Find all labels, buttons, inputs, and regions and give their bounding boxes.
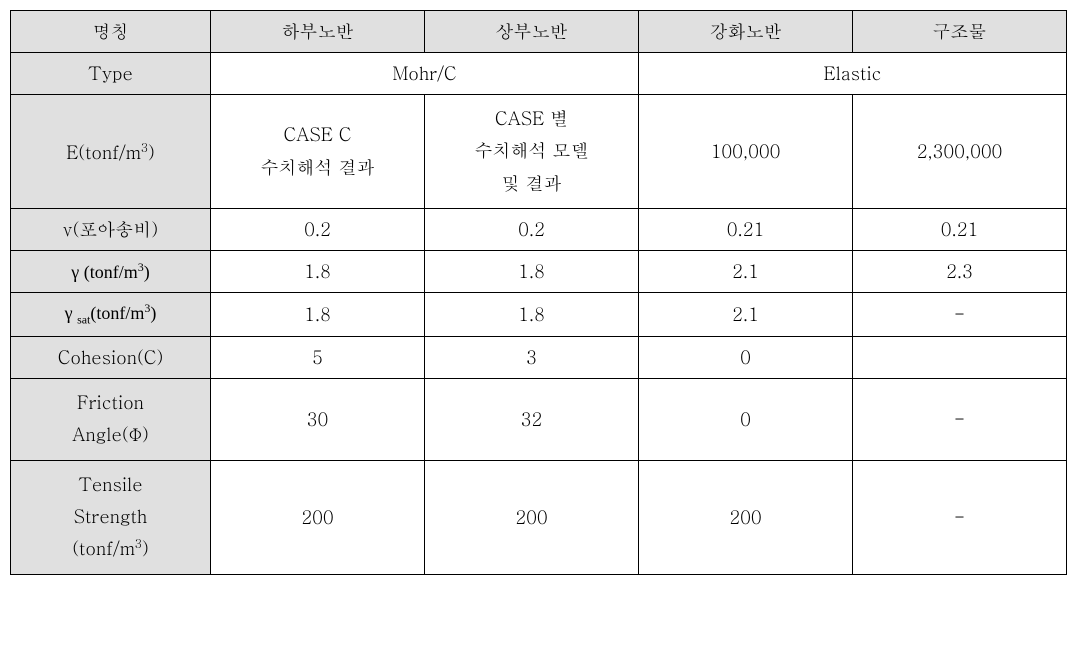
header-reinforced-roadbed: 강화노반 xyxy=(639,11,853,53)
e-label: E(tonf/m3) xyxy=(11,95,211,209)
cohesion-val2: 3 xyxy=(425,336,639,378)
e-val1: CASE C 수치해석 결과 xyxy=(211,95,425,209)
material-properties-table: 명칭 하부노반 상부노반 강화노반 구조물 Type Mohr/C Elasti… xyxy=(10,10,1067,575)
e-val2-line2: 수치해석 모델 xyxy=(475,138,589,163)
gamma-val2: 1.8 xyxy=(425,251,639,293)
nu-label: ν(포아송비) xyxy=(11,209,211,251)
e-val1-line1: CASE C xyxy=(283,122,351,147)
gamma-val3: 2.1 xyxy=(639,251,853,293)
type-elastic: Elastic xyxy=(639,53,1067,95)
gamma-sat-val4: - xyxy=(853,293,1067,337)
cohesion-row: Cohesion(C) 5 3 0 xyxy=(11,336,1067,378)
e-val1-line2: 수치해석 결과 xyxy=(261,155,375,180)
gamma-sat-val1: 1.8 xyxy=(211,293,425,337)
e-val2: CASE 별 수치해석 모델 및 결과 xyxy=(425,95,639,209)
tensile-label-line1: Tensile xyxy=(78,472,142,497)
type-mohrc: Mohr/C xyxy=(211,53,639,95)
nu-row: ν(포아송비) 0.2 0.2 0.21 0.21 xyxy=(11,209,1067,251)
nu-val4: 0.21 xyxy=(853,209,1067,251)
gamma-sat-val2: 1.8 xyxy=(425,293,639,337)
header-lower-roadbed: 하부노반 xyxy=(211,11,425,53)
friction-val3: 0 xyxy=(639,378,853,460)
type-row: Type Mohr/C Elastic xyxy=(11,53,1067,95)
cohesion-val1: 5 xyxy=(211,336,425,378)
tensile-label: Tensile Strength (tonf/m3) xyxy=(11,460,211,574)
gamma-sat-label: γ sat(tonf/m3) xyxy=(11,293,211,337)
friction-label-line2: Angle(Φ) xyxy=(72,422,148,447)
gamma-label: γ (tonf/m3) xyxy=(11,251,211,293)
tensile-val2: 200 xyxy=(425,460,639,574)
nu-val3: 0.21 xyxy=(639,209,853,251)
cohesion-val3: 0 xyxy=(639,336,853,378)
e-val4: 2,300,000 xyxy=(853,95,1067,209)
gamma-row: γ (tonf/m3) 1.8 1.8 2.1 2.3 xyxy=(11,251,1067,293)
friction-label-line1: Friction xyxy=(77,390,144,415)
header-upper-roadbed: 상부노반 xyxy=(425,11,639,53)
header-name: 명칭 xyxy=(11,11,211,53)
tensile-val1: 200 xyxy=(211,460,425,574)
gamma-sat-val3: 2.1 xyxy=(639,293,853,337)
e-row: E(tonf/m3) CASE C 수치해석 결과 CASE 별 수치해석 모델… xyxy=(11,95,1067,209)
nu-val2: 0.2 xyxy=(425,209,639,251)
gamma-sat-row: γ sat(tonf/m3) 1.8 1.8 2.1 - xyxy=(11,293,1067,337)
friction-label: Friction Angle(Φ) xyxy=(11,378,211,460)
e-val2-line3: 및 결과 xyxy=(502,171,562,196)
tensile-val3: 200 xyxy=(639,460,853,574)
tensile-row: Tensile Strength (tonf/m3) 200 200 200 - xyxy=(11,460,1067,574)
cohesion-val4 xyxy=(853,336,1067,378)
e-val2-line1: CASE 별 xyxy=(495,106,568,131)
friction-row: Friction Angle(Φ) 30 32 0 - xyxy=(11,378,1067,460)
friction-val2: 32 xyxy=(425,378,639,460)
tensile-label-line3: (tonf/m3) xyxy=(72,536,149,561)
friction-val1: 30 xyxy=(211,378,425,460)
gamma-val4: 2.3 xyxy=(853,251,1067,293)
tensile-val4: - xyxy=(853,460,1067,574)
cohesion-label: Cohesion(C) xyxy=(11,336,211,378)
header-structure: 구조물 xyxy=(853,11,1067,53)
tensile-label-line2: Strength xyxy=(74,504,148,529)
nu-val1: 0.2 xyxy=(211,209,425,251)
e-val3: 100,000 xyxy=(639,95,853,209)
header-row: 명칭 하부노반 상부노반 강화노반 구조물 xyxy=(11,11,1067,53)
type-label: Type xyxy=(11,53,211,95)
friction-val4: - xyxy=(853,378,1067,460)
gamma-val1: 1.8 xyxy=(211,251,425,293)
